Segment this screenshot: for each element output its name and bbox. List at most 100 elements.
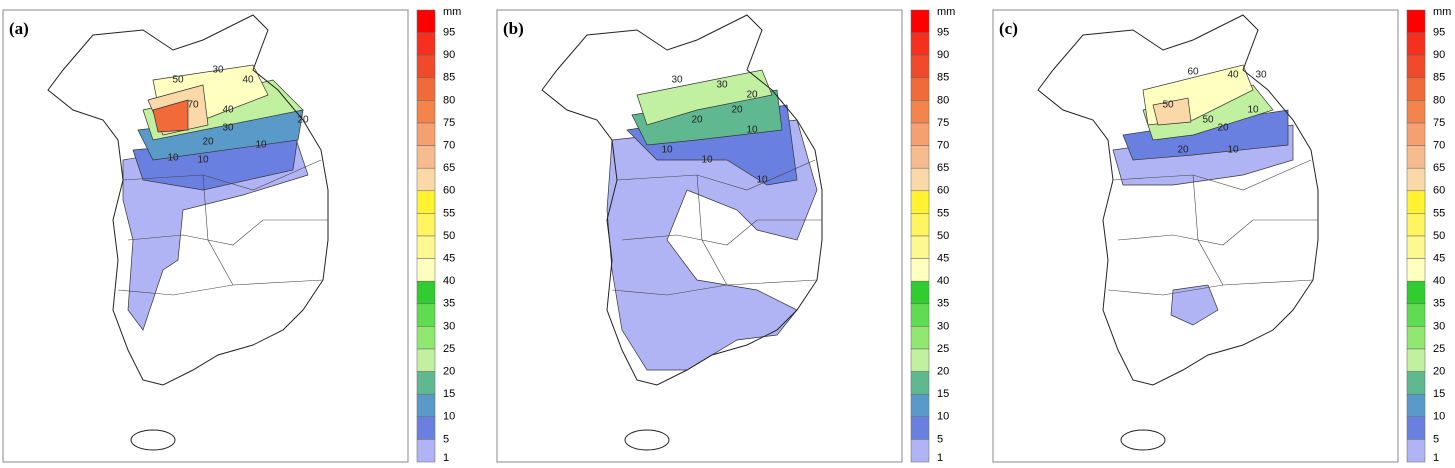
contour-label: 30 — [222, 123, 234, 134]
colorbar-label: 30 — [443, 320, 455, 332]
province-border — [611, 279, 818, 296]
colorbar-label: 45 — [937, 253, 949, 265]
colorbar-label: 80 — [1433, 94, 1445, 106]
contour-label: 20 — [1177, 145, 1189, 156]
colorbar: 95 90 85 80 75 70 65 60 55 50 45 40 35 30 25 20 15 10 5 1 mm — [416, 6, 461, 464]
colorbar-box — [1406, 100, 1426, 124]
contour-label: 40 — [242, 75, 254, 86]
contour-label: 30 — [212, 65, 224, 76]
colorbar-box — [1406, 348, 1426, 372]
colorbar-label: 85 — [937, 72, 949, 84]
colorbar-unit: mm — [937, 6, 955, 18]
colorbar-box — [910, 235, 930, 259]
colorbar-box — [416, 32, 436, 56]
contour-label: 40 — [1227, 70, 1239, 81]
colorbar-label: 25 — [937, 343, 949, 355]
colorbar-box — [1406, 439, 1426, 463]
contour-label: 20 — [1217, 123, 1229, 134]
contour-label: 10 — [1227, 145, 1239, 156]
colorbar-label: 80 — [937, 94, 949, 106]
colorbar-label: 20 — [443, 366, 455, 378]
colorbar-label: 1 — [443, 452, 449, 464]
colorbar-label: 1 — [1433, 452, 1439, 464]
colorbar-box — [910, 393, 930, 418]
colorbar-box — [910, 77, 930, 101]
contour-label: 10 — [701, 155, 713, 166]
province-border — [696, 174, 728, 286]
contour-label: 10 — [756, 175, 768, 186]
contour-label: 10 — [197, 155, 209, 166]
colorbar-label: 20 — [1433, 366, 1445, 378]
colorbar-label: 95 — [443, 27, 455, 39]
colorbar-box — [416, 9, 436, 33]
colorbar-box — [416, 416, 436, 440]
colorbar-box — [910, 100, 930, 124]
contour-label: 40 — [222, 105, 234, 116]
contour-label: 20 — [202, 137, 214, 148]
contour-label: 10 — [167, 153, 179, 164]
colorbar-box — [416, 100, 436, 124]
colorbar-box — [1406, 371, 1426, 395]
province-border — [127, 219, 328, 246]
colorbar-box — [1406, 326, 1426, 350]
colorbar-box — [910, 145, 930, 169]
colorbar-box — [910, 54, 930, 79]
colorbar-box — [416, 348, 436, 372]
colorbar-box — [416, 235, 436, 259]
colorbar-label: 55 — [937, 207, 949, 219]
precip-area — [152, 99, 189, 133]
colorbar-label: 25 — [443, 343, 455, 355]
colorbar-label: 5 — [937, 433, 943, 445]
colorbar-box — [1406, 145, 1426, 169]
precip-area — [636, 69, 773, 126]
colorbar-label: 50 — [937, 230, 949, 242]
colorbar-box — [910, 167, 930, 192]
colorbar-label: 90 — [1433, 49, 1445, 61]
colorbar-label: 50 — [1433, 230, 1445, 242]
colorbar-label: 85 — [443, 72, 455, 84]
contour-label: 20 — [731, 105, 743, 116]
contour-label: 10 — [255, 140, 267, 151]
colorbar-box — [910, 371, 930, 395]
colorbar-label: 15 — [443, 388, 455, 400]
colorbar-box — [416, 190, 436, 214]
province-border — [1192, 174, 1224, 286]
colorbar-label: 50 — [443, 230, 455, 242]
contour-label: 50 — [1162, 100, 1174, 111]
contour-label: 70 — [187, 100, 199, 111]
colorbar-label: 5 — [443, 433, 449, 445]
colorbar-box — [910, 32, 930, 56]
colorbar-box — [1406, 54, 1426, 79]
province-border — [1112, 159, 1312, 191]
colorbar-label: 20 — [937, 366, 949, 378]
province-border — [122, 159, 322, 191]
colorbar-box — [910, 258, 930, 282]
colorbar-box — [1406, 393, 1426, 418]
colorbar-label: 75 — [1433, 117, 1445, 129]
colorbar-box — [1406, 32, 1426, 56]
panel-label: (a) — [9, 19, 29, 38]
colorbar-box — [1406, 77, 1426, 101]
colorbar-box — [910, 9, 930, 33]
colorbar-label: 55 — [1433, 207, 1445, 219]
province-border — [616, 159, 816, 191]
contour-label: 10 — [1247, 105, 1259, 116]
colorbar-box — [416, 167, 436, 192]
jeju-island — [1120, 429, 1166, 451]
colorbar-label: 95 — [1433, 27, 1445, 39]
colorbar: 95 90 85 80 75 70 65 60 55 50 45 40 35 30 25 20 15 10 5 1 mm — [910, 6, 955, 464]
colorbar-box — [910, 416, 930, 440]
colorbar-box — [416, 371, 436, 395]
contour-label: 60 — [1187, 67, 1199, 78]
province-border — [202, 174, 234, 286]
contour-label: 20 — [691, 115, 703, 126]
colorbar-box — [416, 213, 436, 237]
colorbar-box — [416, 280, 436, 305]
colorbar-label: 35 — [937, 298, 949, 310]
coastline — [47, 14, 329, 386]
colorbar-label: 45 — [443, 253, 455, 265]
contour-label: 50 — [1202, 115, 1214, 126]
province-border — [1107, 279, 1314, 296]
